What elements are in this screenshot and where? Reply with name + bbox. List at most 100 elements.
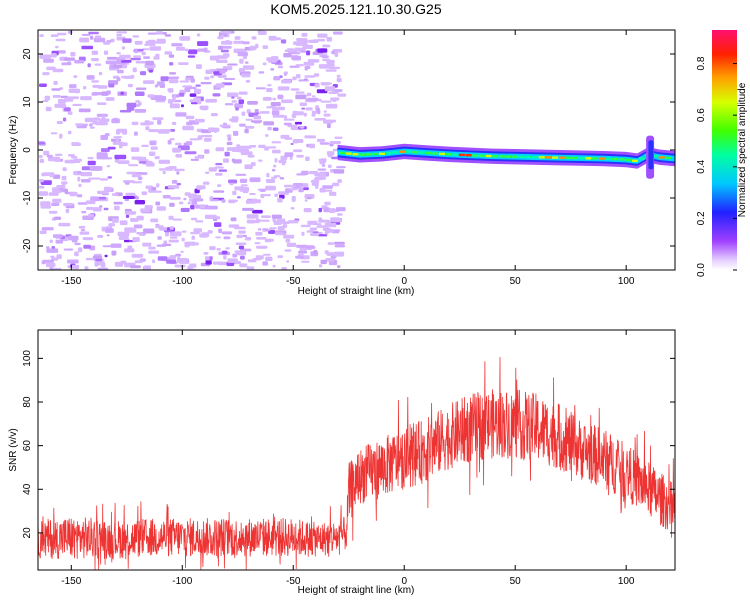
spectrogram-cell [156, 81, 165, 86]
spectrogram-cell [167, 99, 173, 104]
spectrogram-cell [73, 158, 82, 162]
spectrogram-cell [154, 84, 159, 88]
colorbar-tick-label: 0.0 [696, 263, 707, 277]
spectrogram-cell [283, 71, 288, 75]
spectrogram-cell [176, 171, 180, 175]
spectrogram-cell [311, 95, 316, 98]
spectrogram-cell [327, 164, 332, 168]
spectrogram-cell [319, 142, 330, 145]
snr-y-tick-label: 20 [22, 527, 33, 539]
signal-core-cell [565, 156, 572, 160]
spectrogram-cell [41, 227, 54, 231]
spectrogram-cell [312, 39, 322, 42]
signal-core-cell [592, 157, 599, 160]
spectrogram-cell [307, 220, 318, 225]
spectrogram-cell [307, 59, 320, 63]
spectrogram-cell [251, 36, 257, 40]
spectrogram-cell [283, 115, 288, 119]
spectrogram-cell [106, 165, 111, 168]
signal-core-cell [419, 151, 425, 154]
spectrogram-cell [195, 84, 201, 87]
spectrogram-cell [132, 35, 140, 38]
spectrogram-cell [262, 97, 272, 101]
spectrogram-cell [311, 114, 316, 117]
spectrogram-cell [321, 55, 329, 59]
colorbar-tick-label: 0.4 [696, 159, 707, 173]
spectrogram-cell [134, 260, 144, 264]
spectrogram-cell [141, 51, 146, 56]
spectrogram-cell [269, 227, 277, 230]
spectrogram-cell [196, 64, 202, 69]
spectrogram-cell [245, 79, 251, 83]
spectrogram-cell [55, 38, 66, 42]
spectrogram-cell [103, 50, 109, 55]
spectrogram-cell [246, 109, 251, 114]
spectrogram-cell [295, 255, 304, 259]
spectrogram-cell [262, 62, 267, 66]
spectrogram-cell [90, 35, 94, 40]
spectrogram-cell [42, 100, 49, 102]
spectrogram-cell [72, 103, 82, 106]
spectrogram-cell [78, 108, 91, 113]
spectrogram-cell [298, 79, 309, 82]
spectrogram-cell [242, 41, 250, 45]
snr-y-tick-label: 40 [22, 483, 33, 495]
spectrogram-cell [45, 262, 56, 268]
spectrogram-cell [142, 48, 150, 51]
spectrogram-cell [238, 99, 244, 104]
spectrogram-cell [216, 83, 224, 87]
spectrogram-cell [319, 174, 325, 179]
spectrogram-cell [255, 255, 264, 260]
spectrogram-cell [220, 30, 232, 34]
spectrogram-cell [209, 246, 216, 251]
spectrogram-cell [142, 242, 152, 247]
spectrogram-cell [234, 36, 241, 40]
spectrogram-cell [303, 61, 315, 66]
spectrogram-cell [326, 37, 333, 42]
spectrogram-cell [215, 236, 221, 239]
spectrogram-cell [43, 150, 50, 156]
spectrogram-cell [184, 77, 192, 81]
spectrogram-cell [274, 158, 278, 163]
spectrogram-cell [324, 201, 331, 206]
spectrogram-cell [53, 174, 61, 179]
spectrogram-cell [133, 224, 143, 229]
spectrogram-cell [42, 72, 50, 76]
spectrogram-cell [145, 185, 153, 189]
spectrogram-cell [150, 218, 159, 223]
spectrogram-cell [96, 102, 107, 105]
spectrogram-cell [191, 235, 195, 240]
spectrogram-cell [225, 247, 230, 250]
spectrogram-x-ticks: -150 -100 -50 0 50 100 [61, 30, 635, 287]
snr-x-tick-label: 0 [401, 576, 407, 587]
spectrogram-cell [87, 157, 94, 160]
spectrogram-cell [151, 186, 157, 191]
spectrogram-cell [231, 96, 235, 99]
spectrogram-cell [118, 236, 129, 240]
spectrogram-cell [249, 145, 257, 148]
spectrogram-cell [253, 115, 261, 120]
spectrogram-cell [187, 201, 191, 205]
spectrogram-cell [291, 196, 296, 201]
spectrogram-cell [337, 179, 342, 183]
spectrogram-cell [141, 191, 148, 196]
spectrogram-cell [168, 215, 174, 220]
spectrogram-cell [149, 190, 162, 193]
spectrogram-cell [250, 162, 256, 167]
spectrogram-cell [38, 185, 45, 189]
spectrogram-cell [228, 199, 236, 204]
spectrogram-cell [271, 141, 282, 144]
colorbar-tick-label: 0.6 [696, 108, 707, 122]
spectrogram-cell [303, 208, 312, 213]
spectrogram-cell [273, 175, 281, 178]
spectrogram-cell [214, 166, 224, 169]
spectrogram-cell [56, 121, 63, 125]
spectrogram-cell [171, 121, 177, 125]
spectrogram-cell [313, 249, 318, 255]
spectrogram-cell [91, 58, 99, 62]
figure-title: KOM5.2025.121.10.30.G25 [270, 1, 441, 17]
spectrogram-cell [306, 97, 319, 102]
signal-core-cell [472, 154, 479, 157]
spectrogram-cell [179, 36, 191, 41]
